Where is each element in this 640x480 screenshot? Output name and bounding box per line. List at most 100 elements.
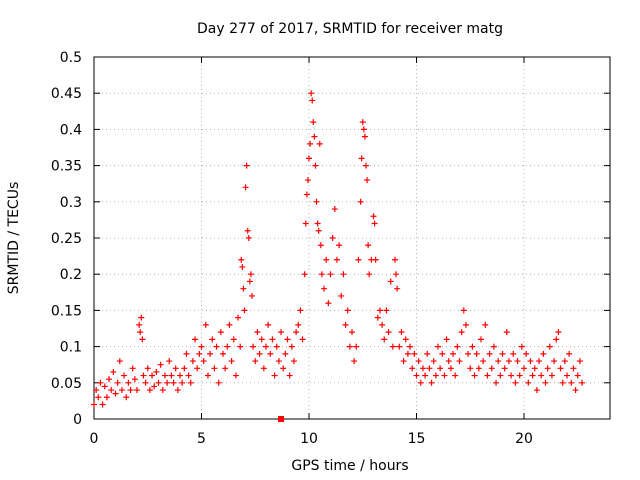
data-point (570, 365, 577, 372)
plot-area-border (93, 56, 611, 420)
data-point (441, 372, 448, 379)
data-point (220, 350, 226, 357)
data-point (240, 285, 247, 292)
data-point (239, 263, 246, 270)
data-point (488, 365, 495, 372)
y-tick-label: 0.05 (51, 376, 82, 392)
data-point (359, 119, 366, 126)
data-point (473, 350, 480, 357)
data-point (166, 358, 173, 365)
data-point (415, 358, 422, 365)
data-point (346, 343, 353, 350)
data-point (146, 387, 153, 394)
data-point (371, 220, 378, 227)
data-point (318, 271, 325, 278)
data-point (333, 256, 340, 263)
data-point (568, 379, 575, 386)
data-point (108, 387, 115, 394)
data-point (376, 307, 383, 314)
data-point (243, 162, 250, 169)
data-point (95, 394, 102, 401)
data-point (311, 133, 318, 140)
data-point (179, 379, 186, 386)
data-point (198, 343, 205, 350)
data-marks (91, 90, 586, 422)
data-point (310, 119, 317, 126)
data-point (398, 329, 405, 336)
data-point (307, 140, 314, 147)
data-point (252, 358, 259, 365)
data-point (497, 372, 504, 379)
data-point (428, 379, 435, 386)
data-point (447, 365, 454, 372)
data-point (202, 321, 209, 328)
data-point (303, 191, 310, 198)
data-point (566, 350, 573, 357)
data-point (529, 372, 536, 379)
data-point (181, 365, 188, 372)
data-point (245, 235, 252, 241)
data-point (548, 372, 555, 379)
data-point (131, 376, 138, 383)
data-point (215, 379, 222, 386)
data-point (394, 285, 401, 292)
data-point (267, 350, 274, 357)
y-tick-label: 0.25 (51, 231, 82, 247)
data-point (536, 358, 543, 365)
data-point (250, 343, 257, 350)
data-point (93, 387, 100, 394)
data-point (314, 220, 321, 227)
data-point (559, 379, 566, 386)
data-point (161, 372, 168, 379)
data-point (237, 343, 244, 350)
y-tick-label: 0 (73, 412, 82, 428)
data-point (338, 292, 345, 299)
data-point (344, 307, 351, 314)
data-point (304, 177, 311, 184)
data-point (280, 365, 287, 372)
data-point (329, 235, 336, 241)
data-point (301, 271, 308, 278)
data-point (540, 350, 547, 357)
data-point (263, 343, 269, 350)
data-point (450, 350, 457, 357)
data-point (142, 379, 149, 386)
data-point (149, 372, 156, 379)
data-point (302, 220, 309, 227)
data-point (439, 350, 446, 357)
data-point (288, 343, 295, 350)
data-point (204, 372, 211, 379)
data-point (424, 350, 431, 357)
data-point (533, 387, 540, 394)
data-point (353, 343, 360, 350)
y-tick-label: 0.5 (60, 50, 82, 66)
data-point (445, 358, 452, 365)
data-point (295, 321, 302, 328)
data-point (392, 256, 398, 263)
y-tick-label: 0.1 (60, 340, 82, 356)
data-point (417, 379, 424, 386)
data-point (127, 387, 134, 394)
data-point (306, 155, 312, 162)
data-point (340, 271, 347, 278)
data-point (254, 329, 261, 336)
data-point (426, 365, 433, 372)
data-point (315, 227, 322, 234)
data-point (551, 358, 558, 365)
data-point (579, 379, 586, 386)
data-point (153, 368, 160, 375)
data-point (312, 162, 319, 169)
data-point (114, 379, 121, 386)
data-point (106, 376, 113, 383)
data-point (211, 365, 218, 372)
data-point (185, 372, 192, 379)
data-point (546, 343, 553, 350)
data-point (336, 242, 343, 249)
data-point (454, 343, 461, 350)
data-point (157, 361, 164, 368)
y-tick-label: 0.35 (51, 159, 82, 175)
data-point (372, 256, 379, 263)
data-point (241, 307, 248, 314)
data-point (402, 336, 409, 343)
data-point (404, 350, 411, 357)
